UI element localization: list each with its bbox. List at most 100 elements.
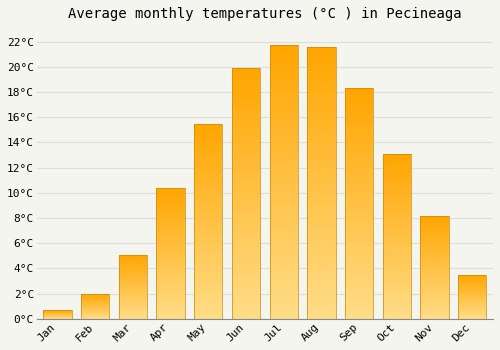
Bar (308, 294, 336, 297)
Bar (420, 300, 448, 301)
Bar (345, 240, 374, 243)
Bar (382, 314, 411, 316)
Bar (232, 246, 260, 248)
Bar (382, 197, 411, 198)
Bar (382, 238, 411, 240)
Bar (382, 165, 411, 167)
Bar (420, 262, 448, 263)
Bar (345, 303, 374, 305)
Bar (270, 86, 298, 89)
Bar (194, 298, 222, 299)
Bar (232, 289, 260, 291)
Bar (118, 306, 147, 307)
Bar (308, 107, 336, 109)
Bar (194, 272, 222, 274)
Bar (345, 190, 374, 192)
Bar (156, 230, 184, 231)
Bar (270, 160, 298, 163)
Bar (156, 214, 184, 215)
Bar (118, 257, 147, 258)
Bar (308, 169, 336, 172)
Bar (156, 234, 184, 235)
Bar (118, 308, 147, 309)
Bar (382, 198, 411, 200)
Bar (308, 202, 336, 204)
Bar (232, 93, 260, 96)
Bar (270, 138, 298, 141)
Bar (194, 215, 222, 217)
Bar (118, 276, 147, 277)
Bar (345, 116, 374, 118)
Bar (232, 98, 260, 101)
Bar (232, 291, 260, 294)
Bar (194, 243, 222, 245)
Bar (308, 199, 336, 202)
Bar (345, 238, 374, 240)
Bar (458, 284, 486, 285)
Bar (308, 47, 336, 319)
Bar (156, 256, 184, 257)
Bar (270, 171, 298, 174)
Bar (232, 96, 260, 98)
Bar (308, 71, 336, 74)
Bar (345, 222, 374, 224)
Bar (345, 107, 374, 109)
Bar (420, 247, 448, 248)
Bar (458, 294, 486, 295)
Bar (458, 316, 486, 317)
Bar (345, 109, 374, 111)
Bar (382, 220, 411, 222)
Bar (118, 299, 147, 300)
Bar (270, 278, 298, 281)
Bar (156, 302, 184, 303)
Bar (420, 281, 448, 282)
Bar (345, 114, 374, 116)
Bar (382, 278, 411, 279)
Bar (194, 161, 222, 163)
Bar (382, 263, 411, 264)
Bar (345, 123, 374, 125)
Bar (308, 175, 336, 177)
Bar (308, 226, 336, 229)
Bar (194, 268, 222, 270)
Bar (345, 227, 374, 229)
Bar (382, 312, 411, 314)
Bar (345, 158, 374, 160)
Bar (382, 258, 411, 259)
Bar (270, 311, 298, 313)
Bar (156, 235, 184, 236)
Bar (420, 256, 448, 257)
Bar (345, 266, 374, 268)
Bar (420, 293, 448, 294)
Bar (308, 240, 336, 243)
Bar (345, 127, 374, 130)
Bar (232, 274, 260, 276)
Bar (382, 273, 411, 274)
Bar (270, 89, 298, 92)
Bar (156, 211, 184, 213)
Bar (118, 294, 147, 295)
Bar (232, 296, 260, 299)
Bar (118, 282, 147, 283)
Bar (308, 314, 336, 316)
Bar (270, 108, 298, 111)
Bar (382, 202, 411, 203)
Bar (156, 199, 184, 201)
Bar (232, 174, 260, 176)
Bar (194, 294, 222, 295)
Bar (232, 121, 260, 123)
Bar (308, 284, 336, 286)
Bar (420, 246, 448, 247)
Bar (420, 313, 448, 314)
Bar (382, 270, 411, 271)
Bar (458, 302, 486, 303)
Bar (156, 260, 184, 261)
Bar (382, 218, 411, 220)
Bar (270, 119, 298, 122)
Bar (308, 256, 336, 259)
Bar (270, 65, 298, 67)
Bar (156, 311, 184, 312)
Bar (270, 272, 298, 275)
Bar (270, 51, 298, 54)
Bar (81, 294, 110, 319)
